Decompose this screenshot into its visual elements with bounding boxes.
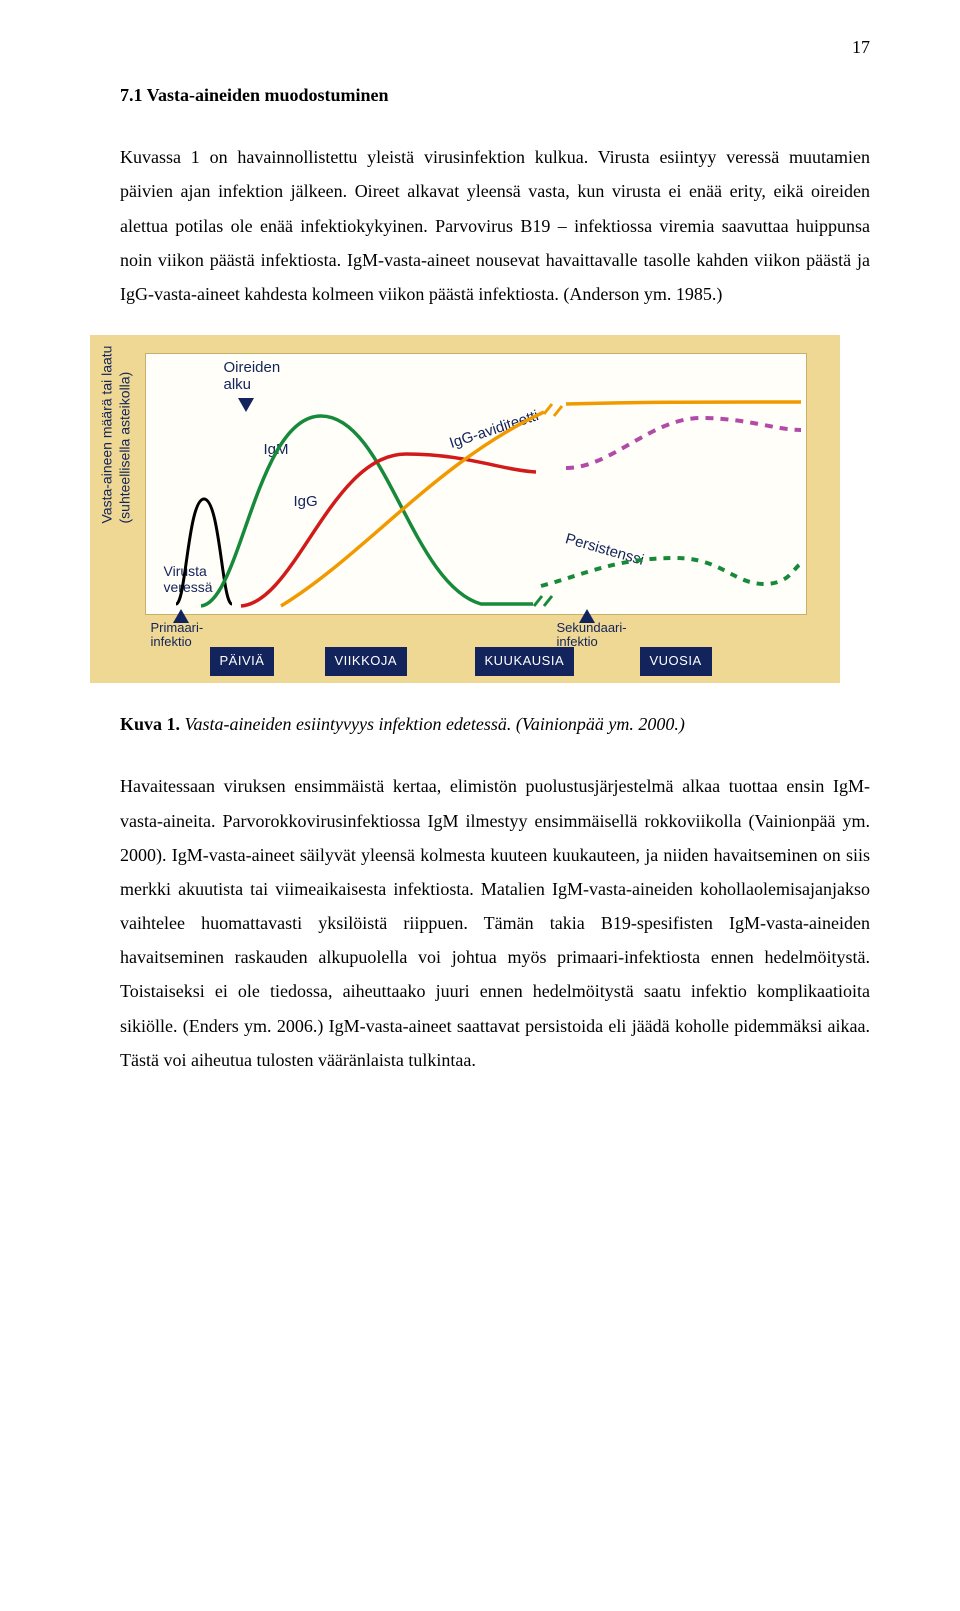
axis-label-vuosia: VUOSIA — [640, 647, 712, 676]
label-primaari: Primaari-infektio — [151, 621, 204, 650]
axis-label-viikkoja: VIIKKOJA — [325, 647, 408, 676]
page: 17 7.1 Vasta-aineiden muodostuminen Kuva… — [0, 0, 960, 1181]
figure-caption-bold: Kuva 1. — [120, 714, 180, 734]
y-axis-label-line2: (suhteellisella asteikolla) — [116, 372, 132, 524]
figure-caption-italic: Vasta-aineiden esiintyvyys infektion ede… — [180, 714, 685, 734]
y-axis-label-line1: Vasta-aineen määrä tai laatu — [99, 346, 115, 524]
page-number: 17 — [852, 30, 870, 64]
section-heading: 7.1 Vasta-aineiden muodostuminen — [120, 78, 870, 112]
antibody-chart: Vasta-aineen määrä tai laatu (suhteellis… — [90, 335, 840, 683]
y-axis-label: Vasta-aineen määrä tai laatu (suhteellis… — [104, 353, 140, 388]
plot-area: Oireidenalku Virustaveressä IgM IgG IgG-… — [145, 353, 807, 615]
figure-caption: Kuva 1. Vasta-aineiden esiintyvyys infek… — [120, 707, 870, 741]
paragraph-1: Kuvassa 1 on havainnollistettu yleistä v… — [120, 140, 870, 311]
label-sekundaari: Sekundaari-infektio — [557, 621, 627, 650]
paragraph-2: Havaitessaan viruksen ensimmäistä kertaa… — [120, 769, 870, 1077]
axis-label-paivia: PÄIVIÄ — [210, 647, 275, 676]
axis-label-kuukausia: KUUKAUSIA — [475, 647, 575, 676]
chart-svg — [146, 354, 806, 614]
x-axis: Primaari-infektio Sekundaari-infektio PÄ… — [145, 621, 805, 669]
plot-wrap: Oireidenalku Virustaveressä IgM IgG IgG-… — [145, 353, 807, 669]
